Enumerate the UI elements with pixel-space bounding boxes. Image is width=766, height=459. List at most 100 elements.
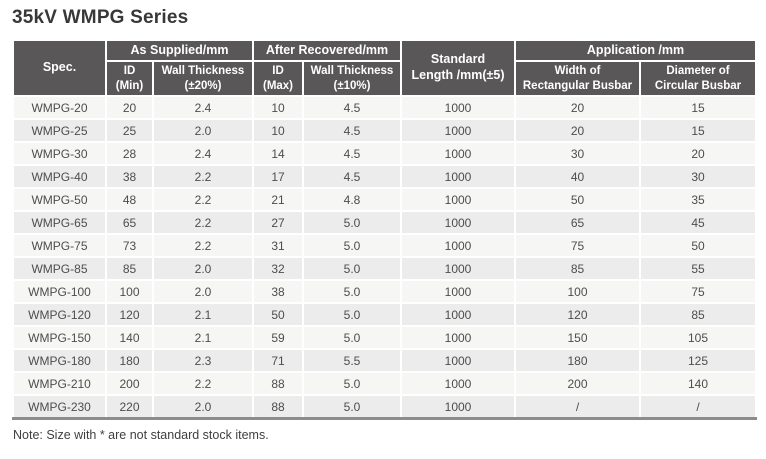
page: 35kV WMPG Series Spec. As Supplied/mm Af… <box>12 7 758 442</box>
value-cell: 75 <box>639 279 758 304</box>
spec-cell: WMPG-85 <box>12 256 107 281</box>
value-cell: 5.0 <box>301 279 403 304</box>
value-cell: / <box>639 394 758 420</box>
header-application: Application /mm <box>514 39 758 62</box>
value-cell: 105 <box>639 325 758 350</box>
header-wall-thickness-20: Wall Thickness (±20%) <box>152 60 254 97</box>
value-cell: 1000 <box>400 325 517 350</box>
value-cell: 1000 <box>400 141 517 166</box>
value-cell: 21 <box>252 187 304 212</box>
value-cell: 65 <box>105 210 154 235</box>
value-cell: 120 <box>514 302 642 327</box>
value-cell: 2.0 <box>152 279 254 304</box>
value-cell: 200 <box>514 371 642 396</box>
table-row: WMPG-20 20 2.4 10 4.5 1000 20 15 <box>12 95 758 120</box>
value-cell: 88 <box>252 371 304 396</box>
spec-cell: WMPG-180 <box>12 348 107 373</box>
spec-table: Spec. As Supplied/mm After Recovered/mm … <box>12 39 758 420</box>
value-cell: 1000 <box>400 210 517 235</box>
table-row: WMPG-85 85 2.0 32 5.0 1000 85 55 <box>12 256 758 281</box>
header-standard-length: Standard Length /mm(±5) <box>400 39 517 97</box>
value-cell: 38 <box>252 279 304 304</box>
value-cell: 2.0 <box>152 118 254 143</box>
value-cell: 4.8 <box>301 187 403 212</box>
value-cell: 17 <box>252 164 304 189</box>
value-cell: 5.0 <box>301 302 403 327</box>
page-title: 35kV WMPG Series <box>12 7 189 28</box>
value-cell: 30 <box>639 164 758 189</box>
value-cell: 20 <box>105 95 154 120</box>
value-cell: 5.0 <box>301 325 403 350</box>
header-after-recovered: After Recovered/mm <box>251 39 403 62</box>
value-cell: 1000 <box>400 394 517 420</box>
value-cell: 2.0 <box>152 394 254 420</box>
value-cell: 14 <box>252 141 304 166</box>
value-cell: 1000 <box>400 164 517 189</box>
spec-cell: WMPG-75 <box>12 233 107 258</box>
value-cell: 200 <box>105 371 154 396</box>
header-spec: Spec. <box>12 39 107 97</box>
spec-cell: WMPG-40 <box>12 164 107 189</box>
table-row: WMPG-120 120 2.1 50 5.0 1000 120 85 <box>12 302 758 327</box>
value-cell: 71 <box>252 348 304 373</box>
value-cell: 1000 <box>400 256 517 281</box>
value-cell: 73 <box>105 233 154 258</box>
value-cell: 25 <box>105 118 154 143</box>
value-cell: 5.5 <box>301 348 403 373</box>
value-cell: 50 <box>514 187 642 212</box>
header-diameter-circular-busbar: Diameter of Circular Busbar <box>639 60 758 97</box>
value-cell: 10 <box>252 118 304 143</box>
spec-cell: WMPG-30 <box>12 141 107 166</box>
table-row: WMPG-210 200 2.2 88 5.0 1000 200 140 <box>12 371 758 396</box>
header-wall-thickness-10: Wall Thickness (±10%) <box>301 60 403 97</box>
spec-cell: WMPG-230 <box>12 394 107 420</box>
header-row-groups: Spec. As Supplied/mm After Recovered/mm … <box>12 39 758 97</box>
table-row: WMPG-65 65 2.2 27 5.0 1000 65 45 <box>12 210 758 235</box>
value-cell: 31 <box>252 233 304 258</box>
value-cell: 2.1 <box>152 325 254 350</box>
value-cell: 59 <box>252 325 304 350</box>
value-cell: 35 <box>639 187 758 212</box>
value-cell: 5.0 <box>301 256 403 281</box>
table-row: WMPG-180 180 2.3 71 5.5 1000 180 125 <box>12 348 758 373</box>
spec-cell: WMPG-210 <box>12 371 107 396</box>
value-cell: 4.5 <box>301 95 403 120</box>
value-cell: 100 <box>514 279 642 304</box>
header-id-max: ID (Max) <box>252 60 304 97</box>
value-cell: 65 <box>514 210 642 235</box>
spec-cell: WMPG-25 <box>12 118 107 143</box>
value-cell: 15 <box>639 95 758 120</box>
header-width-rectangular-busbar: Width of Rectangular Busbar <box>514 60 642 97</box>
value-cell: 30 <box>514 141 642 166</box>
value-cell: 1000 <box>400 302 517 327</box>
table-row: WMPG-100 100 2.0 38 5.0 1000 100 75 <box>12 279 758 304</box>
value-cell: 20 <box>639 141 758 166</box>
header-row-subcolumns: ID (Min) Wall Thickness (±20%) ID (Max) … <box>13 60 758 97</box>
table-row: WMPG-40 38 2.2 17 4.5 1000 40 30 <box>12 164 758 189</box>
value-cell: 10 <box>252 95 304 120</box>
value-cell: 1000 <box>400 95 517 120</box>
table-header: Spec. As Supplied/mm After Recovered/mm … <box>12 39 758 97</box>
value-cell: 20 <box>514 118 642 143</box>
value-cell: 1000 <box>400 118 517 143</box>
value-cell: 50 <box>639 233 758 258</box>
value-cell: 180 <box>514 348 642 373</box>
table-row: WMPG-25 25 2.0 10 4.5 1000 20 15 <box>12 118 758 143</box>
header-id-min: ID (Min) <box>105 60 154 97</box>
value-cell: 45 <box>639 210 758 235</box>
value-cell: 2.4 <box>152 141 254 166</box>
value-cell: 2.4 <box>152 95 254 120</box>
value-cell: 150 <box>514 325 642 350</box>
value-cell: 1000 <box>400 279 517 304</box>
value-cell: 1000 <box>400 187 517 212</box>
spec-cell: WMPG-20 <box>12 95 107 120</box>
value-cell: 38 <box>105 164 154 189</box>
value-cell: 27 <box>252 210 304 235</box>
table-body: WMPG-20 20 2.4 10 4.5 1000 20 15 WMPG-25 25 2.0 10 4… <box>12 95 758 420</box>
value-cell: 40 <box>514 164 642 189</box>
spec-cell: WMPG-50 <box>12 187 107 212</box>
table-row: WMPG-75 73 2.2 31 5.0 1000 75 50 <box>12 233 758 258</box>
value-cell: 120 <box>105 302 154 327</box>
value-cell: / <box>514 394 642 420</box>
value-cell: 4.5 <box>301 141 403 166</box>
